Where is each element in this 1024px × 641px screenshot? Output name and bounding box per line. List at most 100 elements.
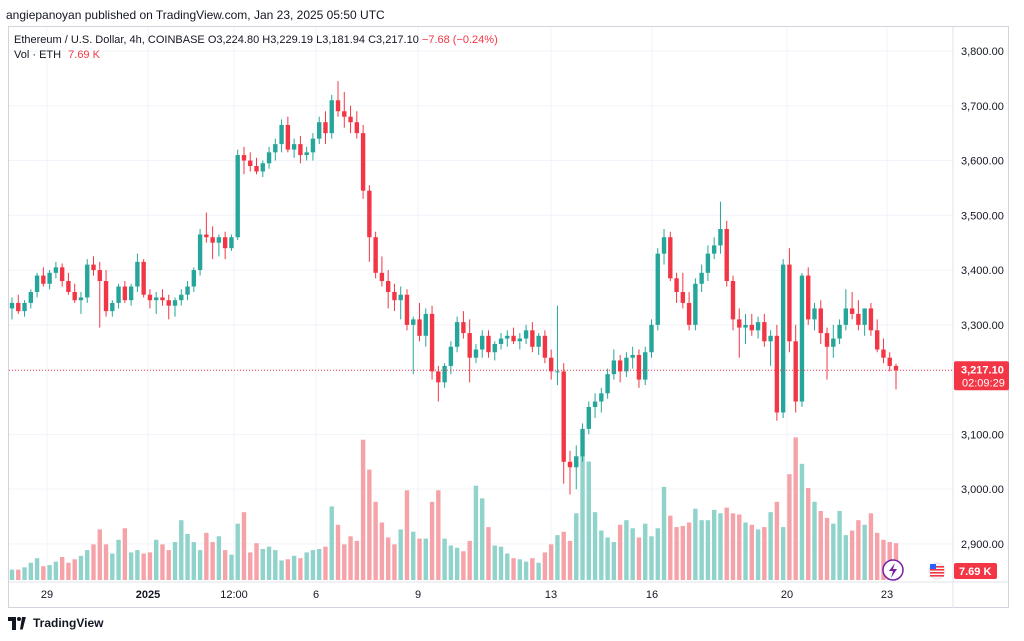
volume-bar [172, 542, 178, 580]
high-value: H3,229.19 [262, 34, 314, 46]
candle-body [417, 319, 422, 336]
candle-body [191, 270, 197, 287]
candle-body [868, 308, 874, 331]
candle-body [235, 155, 240, 238]
candle-body [743, 324, 748, 328]
volume-bar [699, 520, 704, 580]
volume-bar [235, 523, 240, 580]
candle-body [85, 264, 90, 298]
volume-bar [561, 531, 566, 580]
volume-badge [954, 563, 997, 579]
candle-body [385, 281, 391, 292]
volume-bar [661, 486, 667, 580]
volume-bar [110, 553, 115, 580]
volume-bar [530, 558, 535, 580]
volume-bar [724, 507, 729, 580]
volume-bar [285, 559, 291, 580]
candle-body [730, 281, 736, 320]
volume-bar [580, 455, 585, 580]
chart-pane[interactable] [8, 26, 1009, 608]
candle-body [517, 338, 523, 342]
candle-body [135, 261, 140, 287]
candle-body [812, 308, 817, 320]
volume-bar [423, 538, 428, 580]
candle-body [624, 357, 629, 372]
volume-bar [166, 550, 171, 580]
volume-bar [774, 501, 780, 580]
price-tick-label: 3,300.00 [961, 320, 1004, 332]
volume-bar [116, 539, 121, 580]
volume-bar [718, 513, 723, 580]
volume-bar [354, 540, 360, 580]
volume-bar [147, 552, 153, 580]
volume-bar [492, 545, 497, 580]
volume-bar [348, 536, 353, 580]
volume-bar [254, 543, 259, 580]
candle-body [448, 346, 454, 366]
price-tick-label: 2,900.00 [961, 539, 1004, 551]
volume-bar [154, 539, 159, 580]
symbol-label[interactable]: Ethereum / U.S. Dollar, 4h, COINBASE [14, 34, 205, 46]
volume-bar [486, 527, 491, 580]
volume-bar [461, 551, 466, 580]
volume-bar [686, 522, 692, 580]
candle-body [893, 365, 899, 371]
candle-body [749, 324, 754, 331]
candle-body [849, 308, 855, 314]
candle-body [53, 267, 59, 273]
candle-body [686, 302, 692, 325]
volume-bar [335, 524, 341, 580]
volume-bar [279, 560, 284, 580]
volume-bar [266, 546, 272, 580]
candle-body [154, 297, 159, 301]
candle-body [762, 322, 767, 342]
candle-body [548, 357, 554, 372]
volume-bar [480, 498, 485, 580]
candle-body [166, 300, 171, 306]
volume-label[interactable]: Vol · ETH [14, 49, 62, 61]
candle-body [442, 365, 447, 383]
candle-body [881, 349, 886, 358]
candle-body [222, 237, 228, 249]
candle-body [429, 313, 435, 372]
volume-bar [379, 522, 385, 580]
volume-bar [793, 437, 798, 580]
volume-bar [241, 512, 247, 580]
volume-bar [91, 544, 96, 580]
candle-body [97, 270, 102, 282]
volume-bar [310, 550, 316, 580]
candle-body [661, 237, 667, 254]
volume-bar [737, 514, 742, 580]
time-tick-label: 13 [545, 589, 557, 601]
volume-bar [555, 535, 560, 580]
volume-bar [856, 520, 861, 580]
volume-bar [743, 522, 748, 580]
volume-bar [511, 558, 516, 580]
price-tick-label: 3,100.00 [961, 429, 1004, 441]
volume-bar [179, 520, 184, 580]
volume-bar [881, 539, 886, 580]
candle-body [780, 264, 786, 413]
volume-bar [342, 544, 347, 580]
candle-body [78, 297, 84, 301]
volume-bar [97, 529, 102, 580]
candle-body [668, 237, 673, 279]
volume-bar [160, 544, 165, 580]
candle-body [91, 264, 96, 271]
change-value: −7.68 (−0.24%) [421, 34, 498, 46]
volume-bar [831, 523, 836, 580]
candle-body [59, 267, 65, 282]
volume-bar [680, 525, 686, 580]
candle-body [718, 229, 723, 246]
price-tick-label: 3,700.00 [961, 101, 1004, 113]
last-price-label: 3,217.10 [961, 364, 1004, 376]
volume-bar [849, 530, 855, 580]
candle-body [536, 335, 541, 347]
candle-body [317, 122, 322, 139]
footer-brand[interactable]: TradingView [8, 616, 103, 630]
volume-bar [605, 537, 610, 580]
volume-bar [837, 511, 842, 580]
volume-bar [85, 550, 90, 580]
